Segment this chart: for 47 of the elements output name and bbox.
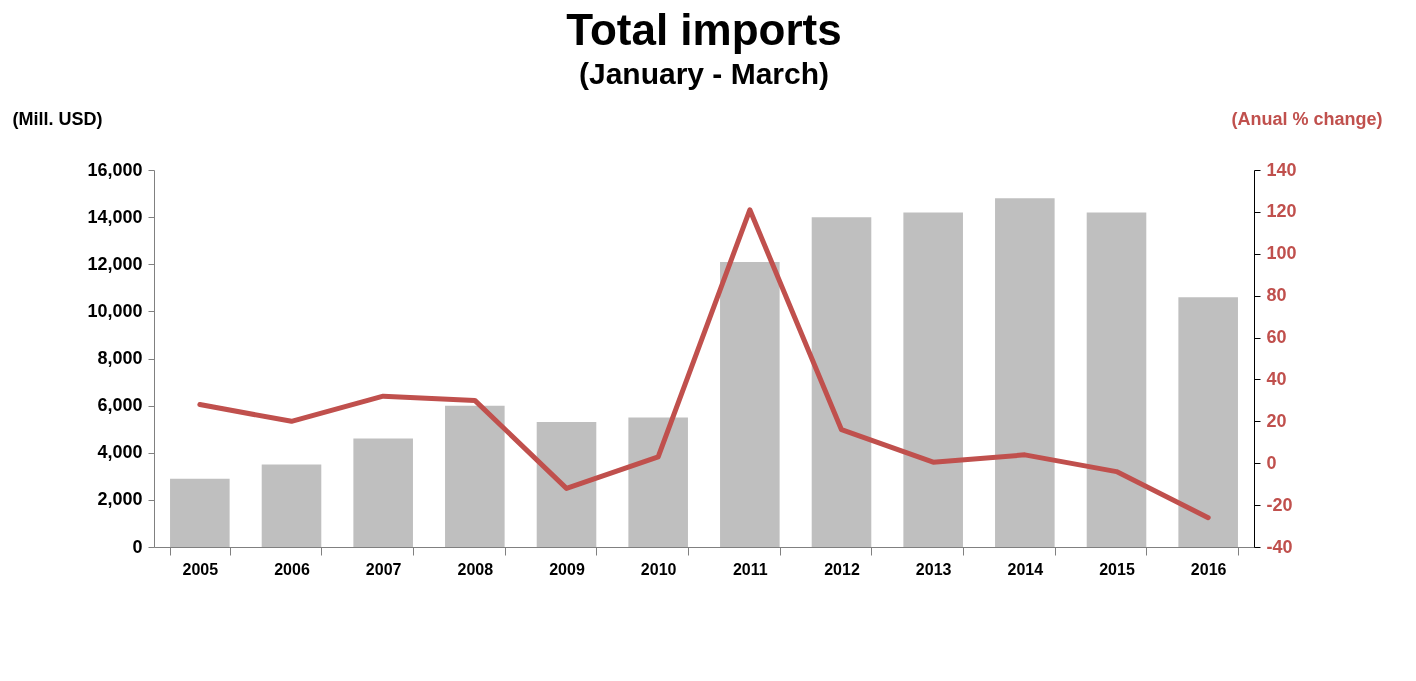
x-tick-label: 2008: [457, 560, 494, 578]
x-tick-label: 2016: [1190, 560, 1227, 578]
y2-tick-label: 0: [1266, 452, 1277, 473]
y-tick-label: 10,000: [87, 300, 143, 321]
bar: [720, 261, 780, 547]
bar: [536, 422, 597, 547]
y2-tick-label: 60: [1266, 327, 1287, 348]
y2-tick-label: -40: [1266, 536, 1293, 557]
y-tick-label: 0: [132, 536, 143, 557]
bar: [903, 212, 963, 547]
y-axis-title: (Mill. USD): [12, 108, 103, 129]
chart-subtitle: (January - March): [578, 57, 830, 90]
y-tick-label: 8,000: [97, 348, 143, 368]
x-tick-label: 2006: [274, 560, 310, 578]
bar: [445, 405, 505, 547]
x-tick-label: 2013: [915, 560, 952, 578]
bar: [995, 198, 1055, 547]
y-tick-label: 4,000: [97, 442, 143, 463]
x-tick-label: 2005: [182, 560, 219, 578]
x-tick-label: 2010: [640, 560, 677, 578]
bar: [811, 217, 872, 547]
y2-tick-label: 80: [1266, 285, 1287, 306]
bar: [1178, 297, 1238, 547]
chart-title: Total imports: [566, 5, 842, 54]
y2-tick-label: 40: [1266, 368, 1287, 389]
bar: [628, 417, 688, 547]
x-tick-label: 2012: [824, 560, 860, 578]
bar: [261, 464, 322, 547]
y2-tick-label: -20: [1266, 494, 1293, 515]
x-tick-label: 2015: [1099, 560, 1135, 578]
bar: [1086, 212, 1147, 547]
y2-axis-title: (Anual % change): [1231, 108, 1383, 129]
y-tick-label: 14,000: [87, 206, 143, 227]
bar: [353, 438, 413, 547]
y-tick-label: 12,000: [87, 253, 143, 274]
y2-tick-label: 20: [1266, 410, 1287, 431]
y-tick-label: 6,000: [97, 395, 143, 416]
y2-tick-label: 100: [1266, 243, 1297, 264]
x-tick-label: 2014: [1007, 560, 1044, 578]
x-tick-label: 2007: [365, 560, 402, 578]
y2-tick-label: 120: [1266, 201, 1297, 222]
x-tick-label: 2009: [549, 560, 585, 578]
y-tick-label: 16,000: [87, 159, 143, 180]
bar: [170, 478, 230, 547]
y-tick-label: 2,000: [97, 489, 143, 510]
y2-tick-label: 140: [1266, 159, 1297, 180]
x-tick-label: 2011: [732, 560, 768, 578]
